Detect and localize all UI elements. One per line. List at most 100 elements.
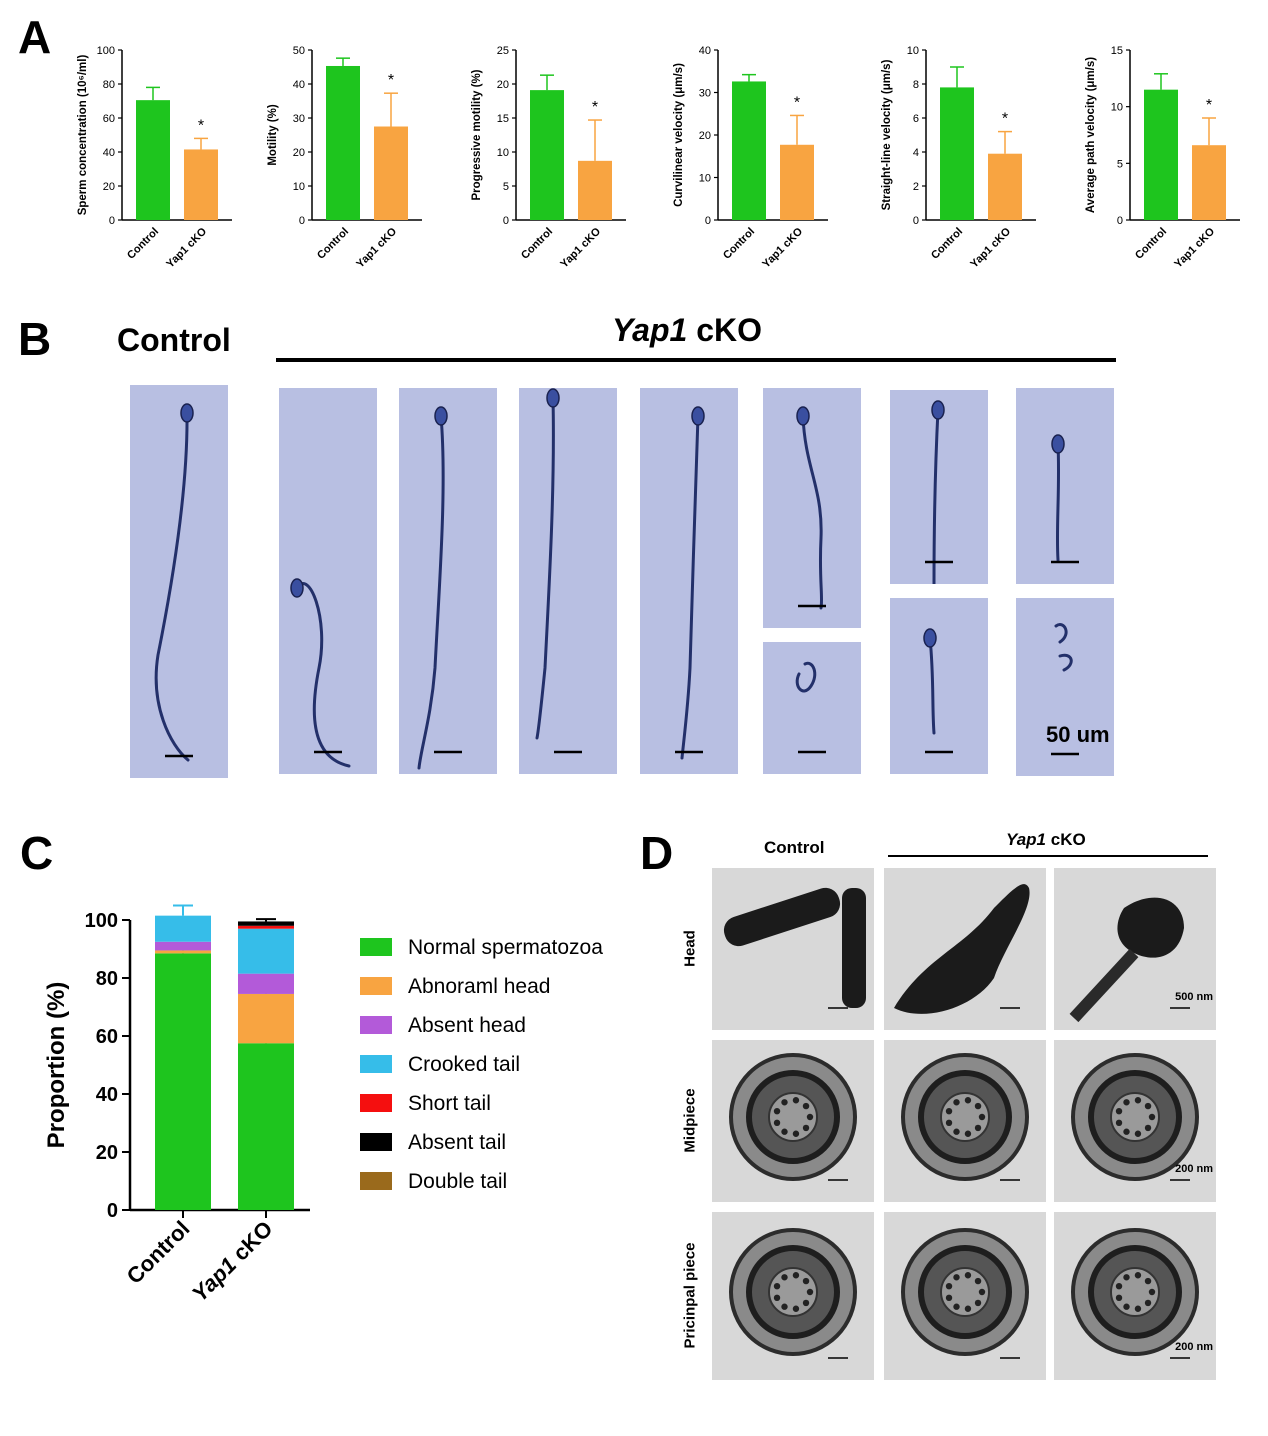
- micrograph-drawing: [675, 406, 705, 760]
- legend-label: Crooked tail: [408, 1053, 520, 1076]
- sperm-head-section: [842, 888, 866, 1008]
- bar-cko: [1192, 145, 1226, 220]
- bar-control: [530, 90, 564, 220]
- microtubule-doublet: [1134, 1305, 1142, 1312]
- x-tick-label: Yap1 cKO: [354, 225, 399, 270]
- stack-segment: [155, 953, 211, 1210]
- microtubule-doublet: [1134, 1272, 1142, 1279]
- y-tick-label: 40: [699, 45, 711, 57]
- y-tick-label: 30: [699, 88, 711, 100]
- tem-image: 500 nm: [1054, 868, 1216, 1030]
- microtubule-doublet: [953, 1274, 960, 1281]
- microtubule-doublet: [792, 1272, 800, 1279]
- y-tick-label: 100: [85, 910, 118, 932]
- sperm-micrograph: [640, 388, 738, 774]
- y-tick-label: 0: [705, 215, 711, 227]
- y-tick-label: 20: [96, 1142, 118, 1164]
- y-tick-label: 80: [96, 968, 118, 990]
- microtubule-doublet: [953, 1099, 960, 1106]
- bar-control: [1144, 89, 1178, 220]
- x-tick-label: Control: [721, 226, 757, 262]
- stack-segment: [155, 950, 211, 954]
- bar-cko: [374, 126, 408, 220]
- microtubule-doublet: [945, 1119, 953, 1127]
- sperm-shape: [928, 636, 936, 735]
- sperm-head: [1051, 434, 1065, 454]
- y-tick-label: 8: [913, 79, 919, 91]
- cko-suffix: cKO: [1046, 830, 1086, 849]
- legend-swatch: [360, 977, 392, 995]
- sperm-micrograph: [1016, 388, 1114, 584]
- bar-chart-5: 0 2 4 6 8 10 Straight-line velocity (μm/s) Cont…: [881, 45, 1036, 270]
- tem-image: [884, 1212, 1046, 1380]
- x-tick-label: Yap1 cKO: [760, 225, 805, 270]
- tem-drawing: [901, 1228, 1029, 1359]
- y-tick-label: 10: [497, 147, 509, 159]
- microtubule-doublet: [974, 1299, 982, 1307]
- microtubule-doublet: [781, 1099, 788, 1106]
- sperm-shape: [417, 414, 445, 770]
- microtubule-doublet: [781, 1303, 788, 1310]
- y-tick-label: 4: [913, 147, 919, 159]
- microtubule-doublet: [1115, 1294, 1123, 1302]
- microtubule-doublet: [1134, 1130, 1142, 1137]
- y-tick-label: 0: [1117, 215, 1123, 227]
- microtubule-doublet: [964, 1305, 972, 1312]
- microtubule-doublet: [781, 1274, 788, 1281]
- micrograph-drawing: [417, 406, 462, 770]
- tem-drawing: [901, 1053, 1029, 1181]
- y-axis-label: Progressive motility (%): [471, 69, 483, 200]
- scale-label: 200 nm: [1175, 1341, 1213, 1353]
- x-tick-label: Control: [1133, 226, 1169, 262]
- y-tick-label: 10: [1111, 102, 1123, 114]
- legend-label: Absent head: [408, 1014, 526, 1037]
- panel-d-control-label: Control: [764, 838, 825, 857]
- sperm-micrograph: [890, 390, 988, 584]
- y-tick-label: 20: [699, 130, 711, 142]
- sperm-head-section: [723, 887, 841, 947]
- y-tick-label: 0: [913, 215, 919, 227]
- panel-label-a: A: [18, 11, 52, 63]
- sperm-shape: [801, 414, 824, 610]
- microtubule-doublet: [773, 1282, 781, 1290]
- panel-label-b: B: [18, 313, 52, 365]
- microtubule-doublet: [802, 1277, 810, 1285]
- sperm-micrograph: [130, 385, 228, 778]
- bar-cko: [184, 149, 218, 220]
- microtubule-doublet: [773, 1119, 781, 1127]
- microtubule-doublet: [953, 1128, 960, 1135]
- stack-segment: [238, 973, 294, 994]
- micrograph-drawing: [923, 628, 953, 754]
- micrograph-drawing: [795, 661, 826, 754]
- y-tick-label: 0: [299, 215, 305, 227]
- microtubule-doublet: [1144, 1277, 1152, 1285]
- sperm-head: [546, 388, 560, 408]
- y-tick-label: 15: [497, 113, 509, 125]
- sperm-head-section: [894, 884, 1030, 1014]
- sperm-micrograph: [399, 388, 497, 774]
- microtubule-doublet: [945, 1282, 953, 1290]
- x-tick-label: Yap1 cKO: [164, 225, 209, 270]
- microtubule-doublet: [1123, 1303, 1130, 1310]
- sperm-micrograph: [890, 598, 988, 774]
- micrograph-drawing: [290, 578, 351, 768]
- y-tick-label: 5: [503, 181, 509, 193]
- stack-segment: [155, 915, 211, 942]
- legend-swatch: [360, 1133, 392, 1151]
- sperm-head: [796, 406, 810, 426]
- y-tick-label: 0: [107, 1200, 118, 1222]
- y-tick-label: 6: [913, 113, 919, 125]
- stack-segment: [155, 941, 211, 951]
- tem-drawing: [723, 887, 866, 1009]
- panel-b-control-label: Control: [117, 322, 231, 358]
- bar-chart-6: 0 5 10 15 Average path velocity (μm/s) Contro…: [1085, 45, 1240, 270]
- x-tick-label: Yap1 cKO: [187, 1216, 278, 1307]
- legend-swatch: [360, 938, 392, 956]
- microtubule-doublet: [1115, 1107, 1123, 1115]
- x-tick-label: Yap1 cKO: [558, 225, 603, 270]
- legend-swatch: [360, 1016, 392, 1034]
- legend-swatch: [360, 1172, 392, 1190]
- significance-star: *: [1002, 111, 1008, 128]
- microtubule-doublet: [1115, 1119, 1123, 1127]
- microtubule-doublet: [1123, 1274, 1130, 1281]
